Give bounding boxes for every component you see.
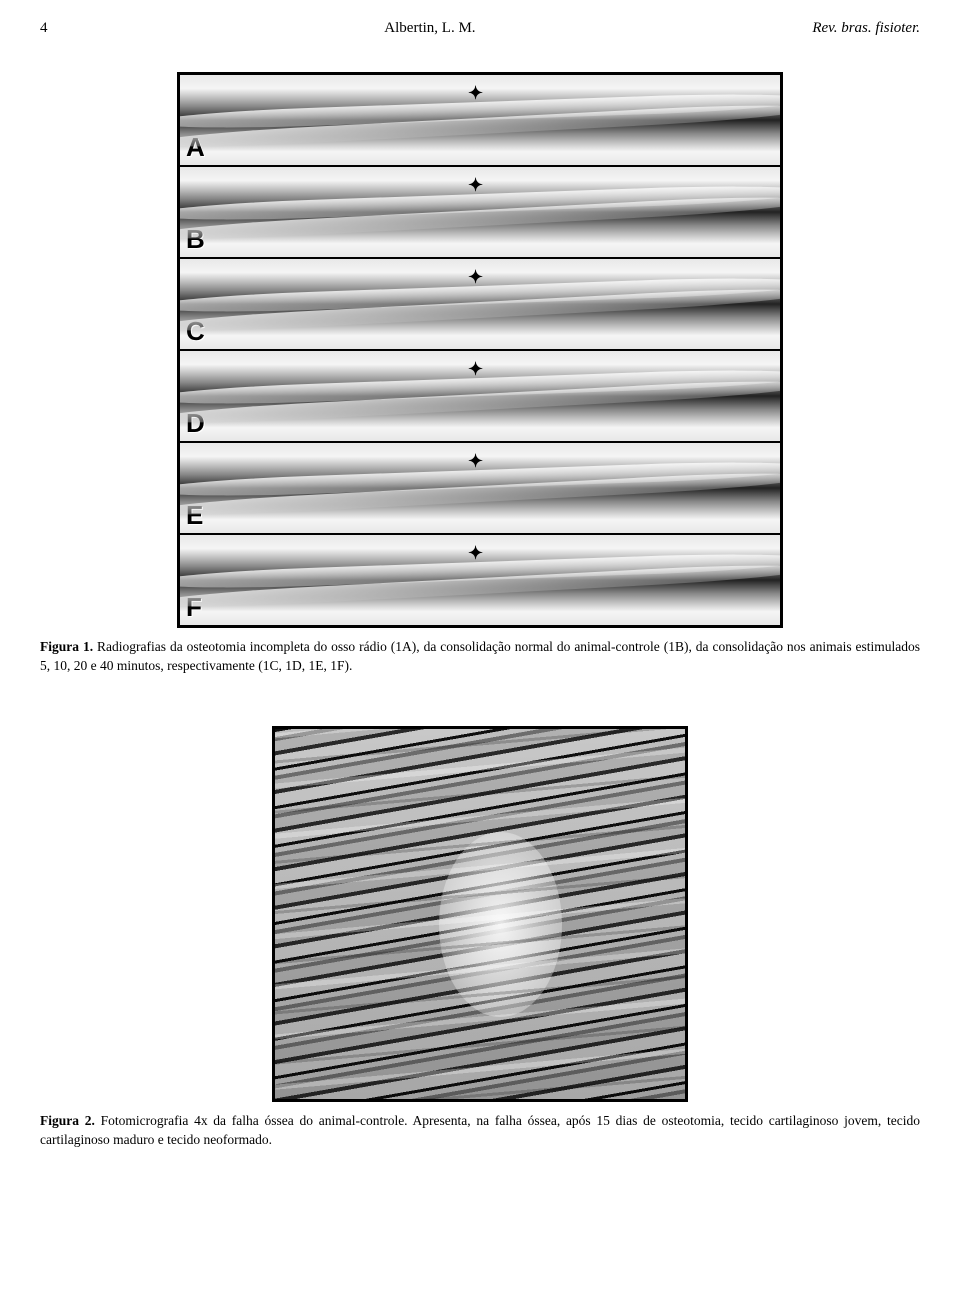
- caption-label: Figura 1.: [40, 639, 93, 654]
- panel-label: A: [186, 132, 205, 163]
- radiograph-panel-d: ✦ D: [180, 351, 780, 443]
- figure-1-radiographs: ✦ A ✦ B ✦ C ✦ D ✦ E ✦ F: [177, 72, 783, 628]
- figure-2-caption: Figura 2. Fotomicrografia 4x da falha ós…: [40, 1112, 920, 1150]
- fracture-marker-icon: ✦: [468, 267, 483, 288]
- page-container: 4 Albertin, L. M. Rev. bras. fisioter. ✦…: [0, 0, 960, 1240]
- fracture-marker-icon: ✦: [468, 359, 483, 380]
- radiograph-panel-b: ✦ B: [180, 167, 780, 259]
- header-author: Albertin, L. M.: [48, 20, 813, 37]
- caption-label: Figura 2.: [40, 1113, 95, 1128]
- page-number: 4: [40, 20, 48, 37]
- fracture-marker-icon: ✦: [468, 175, 483, 196]
- figure-2-photomicrograph: [272, 726, 688, 1102]
- panel-label: C: [186, 316, 205, 347]
- panel-label: E: [186, 500, 203, 531]
- radiograph-panel-c: ✦ C: [180, 259, 780, 351]
- panel-label: B: [186, 224, 205, 255]
- caption-text: Fotomicrografia 4x da falha óssea do ani…: [40, 1113, 920, 1147]
- panel-label: F: [186, 592, 202, 623]
- fracture-marker-icon: ✦: [468, 83, 483, 104]
- header-journal: Rev. bras. fisioter.: [812, 20, 920, 37]
- figure-1-caption: Figura 1. Radiografias da osteotomia inc…: [40, 638, 920, 676]
- page-header: 4 Albertin, L. M. Rev. bras. fisioter.: [40, 20, 920, 37]
- caption-text: Radiografias da osteotomia incompleta do…: [40, 639, 920, 673]
- panel-label: D: [186, 408, 205, 439]
- radiograph-panel-f: ✦ F: [180, 535, 780, 625]
- radiograph-panel-a: ✦ A: [180, 75, 780, 167]
- fracture-marker-icon: ✦: [468, 543, 483, 564]
- radiograph-panel-e: ✦ E: [180, 443, 780, 535]
- fracture-marker-icon: ✦: [468, 451, 483, 472]
